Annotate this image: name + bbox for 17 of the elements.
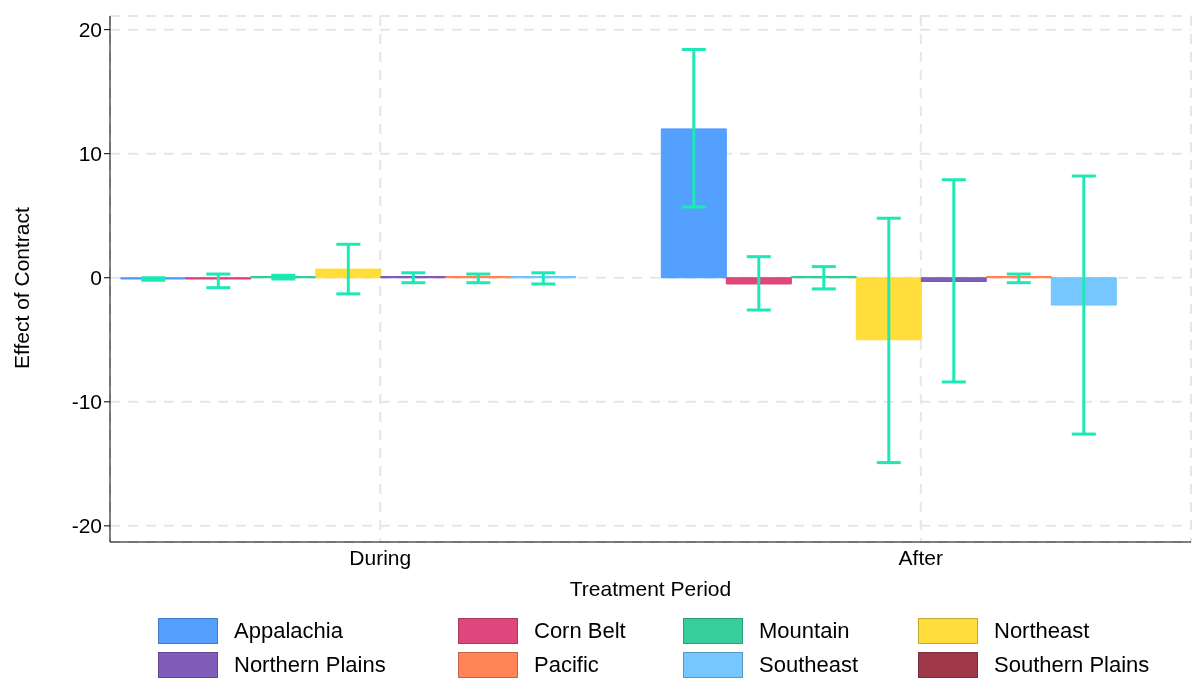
y-tick-label: -10 <box>71 390 102 414</box>
legend-label: Pacific <box>534 652 599 678</box>
legend-label: Southeast <box>759 652 859 678</box>
legend-label: Mountain <box>759 618 850 644</box>
x-axis-title: Treatment Period <box>569 577 732 600</box>
y-axis-title: Effect of Contract <box>10 206 34 369</box>
x-tick-label: During <box>349 545 412 569</box>
legend-label: Corn Belt <box>534 618 626 644</box>
legend-label: Northeast <box>994 618 1090 644</box>
x-tick-label: After <box>898 545 943 569</box>
legend-label: Southern Plains <box>994 652 1150 678</box>
legend-label: Northern Plains <box>234 652 386 678</box>
y-tick-label: 20 <box>78 18 102 42</box>
y-tick-label: -20 <box>71 514 102 538</box>
legend-label: Appalachia <box>234 618 343 644</box>
y-tick-label: 0 <box>90 266 102 290</box>
y-tick-label: 10 <box>78 142 102 166</box>
